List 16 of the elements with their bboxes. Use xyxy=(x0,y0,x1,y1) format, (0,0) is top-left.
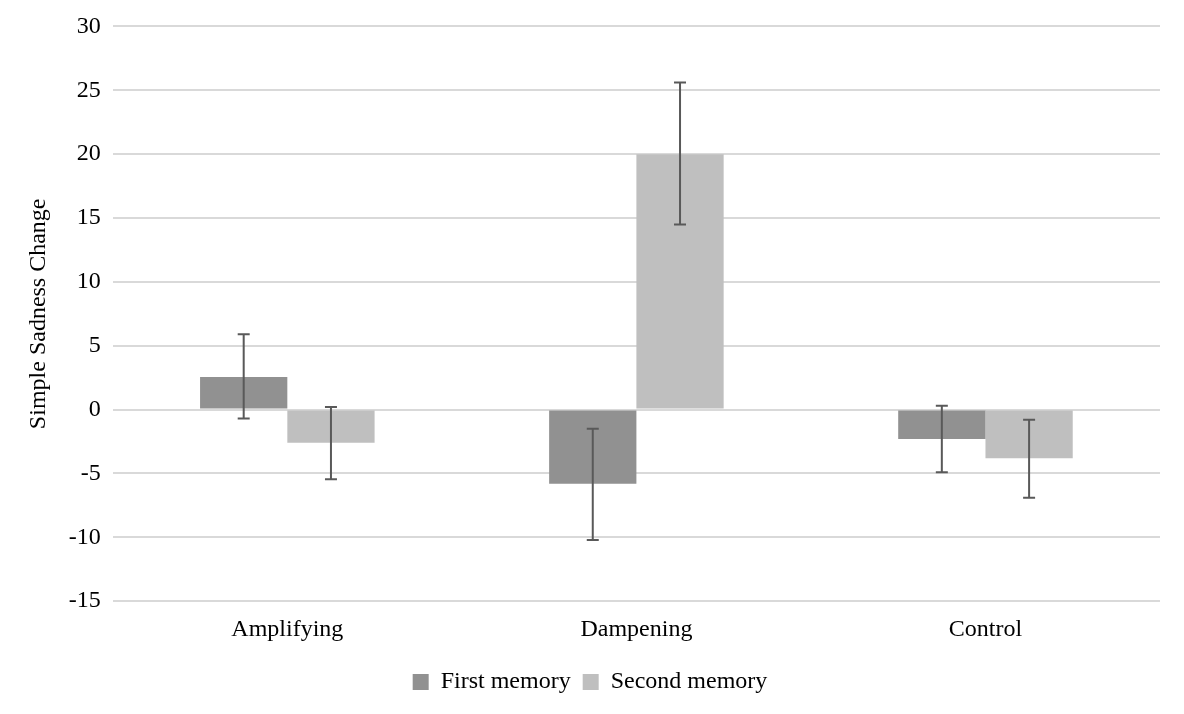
y-tick-label: 25 xyxy=(76,75,101,102)
y-tick-label: -15 xyxy=(68,586,101,613)
y-axis-title: Simple Sadness Change xyxy=(23,198,50,430)
legend-label: First memory xyxy=(440,667,571,694)
y-tick-label: 5 xyxy=(88,331,101,358)
y-tick-label: 30 xyxy=(76,11,101,38)
x-tick-label: Amplifying xyxy=(231,614,344,641)
y-tick-label: 15 xyxy=(76,203,101,230)
legend-label: Second memory xyxy=(610,667,768,694)
y-tick-label: -10 xyxy=(68,522,101,549)
y-tick-label: -5 xyxy=(80,458,101,485)
x-tick-label: Dampening xyxy=(580,614,693,641)
y-tick-label: 0 xyxy=(88,394,101,421)
y-tick-label: 10 xyxy=(76,267,101,294)
y-tick-label: 20 xyxy=(76,139,101,166)
x-tick-label: Control xyxy=(948,614,1023,641)
